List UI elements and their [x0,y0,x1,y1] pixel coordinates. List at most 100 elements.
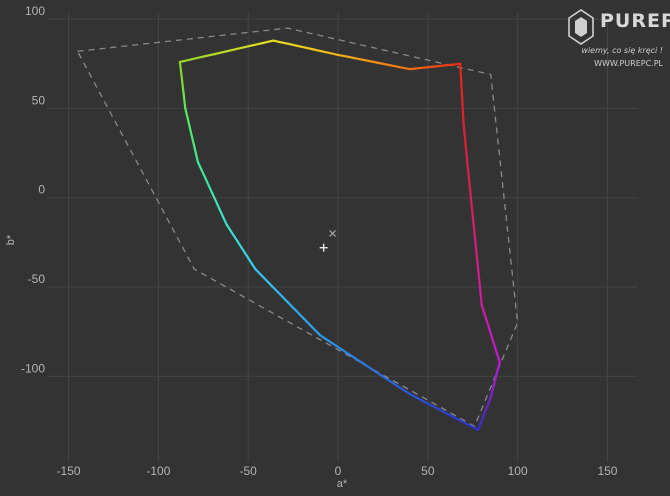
display-gamut-segment [214,200,221,210]
display-gamut-segment [280,41,291,46]
marker-layer [319,230,337,252]
display-gamut-segment [204,176,210,187]
display-gamut-segment [318,334,333,344]
display-gamut-segment [312,48,323,53]
display-gamut-segment [397,385,411,396]
display-gamut-segment [278,292,289,304]
display-gamut-segment [462,125,468,150]
display-gamut-segment [213,50,228,56]
display-gamut-segment [336,53,349,58]
purepc-logo: PUREPC wiemy, co się kręci ! WWW.PUREPC.… [568,9,670,68]
logo-url: WWW.PUREPC.PL [594,59,663,68]
display-gamut-segment [196,160,203,171]
display-gamut-segment [248,42,263,48]
display-gamut-segment [247,256,253,265]
white-point-plus-marker [319,243,328,252]
display-gamut-segment [408,393,420,400]
x-axis-label: a* [337,478,348,490]
display-gamut-segment [178,58,193,64]
y-axis-label: b* [5,234,17,245]
display-gamut-segment [330,341,344,351]
display-gamut-segment [310,325,322,337]
display-gamut-segment [451,415,463,422]
display-gamut-segment [417,397,428,405]
display-gamut-segment [302,317,314,329]
y-tick-labels: 100 50 0 -50 -100 [21,4,45,375]
display-gamut-segment [482,310,488,321]
display-gamut-segment [229,229,235,237]
display-gamut-segment [494,346,499,356]
display-gamut-segment [476,259,481,284]
display-gamut-segment [473,236,479,262]
y-tick-label: 0 [38,183,45,197]
display-gamut-segment [193,147,198,157]
display-gamut-segment [200,168,207,179]
display-gamut-segment [341,348,355,359]
display-gamut-segment [225,223,232,232]
display-gamut-segment [485,318,490,328]
display-gamut-segment [237,44,252,50]
display-gamut-segment [272,39,283,44]
x-tick-label: 150 [597,464,617,478]
display-gamut-segment [225,47,240,53]
display-gamut-segment [178,60,182,69]
display-gamut-segment [496,353,501,364]
display-gamut-segment [464,147,470,172]
display-gamut-segment [184,107,188,117]
display-gamut-segment [375,370,389,381]
display-gamut-segment [296,44,307,49]
display-gamut-segment [462,117,465,128]
reference-gamut-line [76,27,519,428]
display-gamut-segment [399,66,411,71]
display-gamut-segment [434,406,446,414]
display-gamut-segment [363,59,375,64]
display-gamut-segment [185,113,190,123]
display-gamut-segment [211,192,217,203]
display-gamut-segment [345,55,358,60]
x-tick-label: -100 [146,464,170,478]
display-gamut-segment [286,301,297,312]
display-gamut-segment [468,424,480,431]
display-gamut-segment [390,64,402,69]
display-gamut-segment [459,70,463,81]
display-gamut-segment [489,332,494,342]
display-gamut-segment [270,284,281,295]
display-gamut-segment [386,378,400,388]
y-tick-label: -50 [28,272,46,286]
x-tick-label: 50 [421,464,435,478]
display-gamut-segment [372,60,384,65]
display-gamut-segment [192,140,196,150]
display-gamut-segment [491,339,497,349]
display-gamut-segment [487,325,492,335]
display-gamut-segment [190,134,195,143]
white-point-cross-marker [329,230,337,237]
display-gamut-segment [460,86,464,97]
x-tick-label: -50 [240,464,258,478]
x-tick-label: -150 [57,464,81,478]
display-gamut-segment [469,192,474,217]
display-gamut-segment [442,410,454,418]
display-gamut-segment [190,55,205,61]
display-gamut-segment [354,57,367,62]
y-tick-label: -100 [21,361,45,375]
display-gamut-segment [254,268,265,279]
display-gamut-segment [195,154,199,164]
display-gamut-segment [480,303,486,314]
display-gamut-segment [221,215,228,226]
display-gamut-segment [381,62,393,67]
x-tick-label: 0 [335,464,342,478]
display-gamut-segment [262,276,273,287]
y-tick-label: 50 [32,93,46,107]
display-gamut-segment [304,46,315,51]
display-gamut-segment [202,52,217,58]
display-gamut-segment [471,214,477,239]
display-gamut-segment [425,402,437,409]
logo-brand: PUREPC [600,10,670,32]
display-gamut-segment [478,281,483,306]
display-gamut-segment [363,363,378,374]
logo-tagline: wiemy, co się kręci ! [581,46,663,55]
display-gamut-segment [460,419,471,427]
display-gamut-segment [218,207,225,218]
